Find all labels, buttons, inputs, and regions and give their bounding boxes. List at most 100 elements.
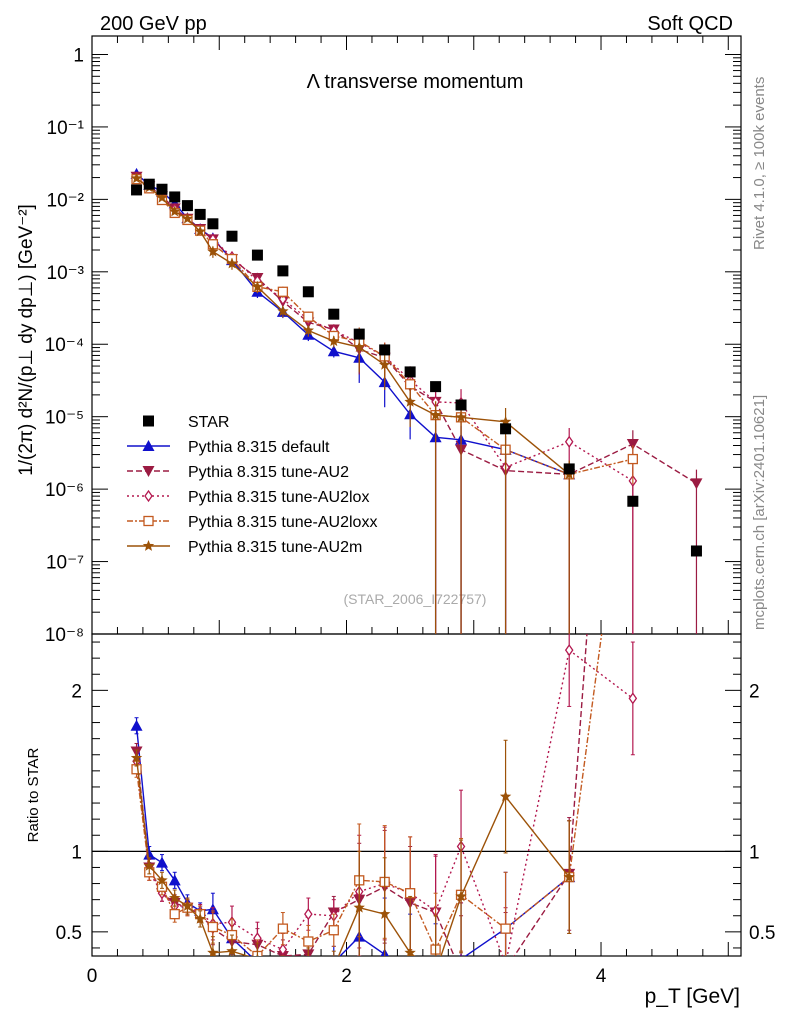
star-data-point [156,183,168,195]
ratio-point-3 [328,925,339,936]
ratio-point-3 [303,936,314,947]
ratio-point-0 [430,974,442,985]
data-point-pythia-8.315-tune-au2 [690,478,703,490]
data-point-pythia-8.315-tune-au2m [429,409,442,420]
ratio-point-4 [277,966,288,977]
ratio-point-3 [169,908,180,920]
y-tick-label-main: 10⁻¹ [47,118,85,139]
star-data-point [455,399,467,411]
data-point-pythia-8.315-tune-au2m [156,191,168,203]
ratio-point-1 [455,967,467,978]
x-tick-label: 4 [596,966,607,987]
ratio-point-4 [207,946,219,956]
data-point-pythia-8.315-tune-au2loxx [277,286,289,297]
star-data-point [627,495,639,507]
ratio-line-3 [135,634,603,956]
legend-marker [142,440,155,451]
ratio-point-2 [628,692,638,705]
y-axis-label-main: 1/(2π) d²N/(p⊥ dy dp⊥) [GeV⁻²] [16,204,37,476]
data-point-pythia-8.315-tune-au2 [626,438,639,450]
star-data-point [563,463,575,475]
star-data-point [328,308,340,320]
ratio-point-0 [328,956,340,967]
ratio-point-3 [277,923,289,934]
y-tick-label-main: 10⁻⁸ [45,625,84,646]
ratio-point-0 [130,719,143,731]
y-tick-label-ratio-right: 1 [749,842,760,863]
star-data-point [277,265,289,277]
data-point-pythia-8.315-tune-au2m [277,305,289,317]
star-data-point [302,286,314,298]
y-tick-label-main: 10⁻⁵ [45,408,84,429]
legend-marker [143,415,154,427]
legend-marker [143,515,154,527]
ratio-point-4 [303,958,314,969]
ratio-plot-area [130,634,638,985]
ratio-point-4 [455,890,467,902]
y-tick-label-ratio: 1 [71,842,82,863]
data-point-pythia-8.315-tune-au2m [499,415,512,427]
data-point-pythia-8.315-tune-au2m [251,280,264,292]
legend-marker [144,489,153,503]
analysis-tag: (STAR_2006_I722757) [344,591,487,607]
series-line-2 [136,177,634,482]
main-plot-area [130,167,703,634]
y-axis-label-ratio: Ratio to STAR [25,747,42,842]
x-axis-label: p_T [GeV] [645,985,740,1008]
legend-label: Pythia 8.315 tune-AU2loxx [188,514,377,531]
data-point-pythia-8.315-tune-au2m [353,341,365,353]
ratio-point-4 [226,945,238,956]
data-point-pythia-8.315-tune-au2m [404,395,416,407]
ratio-point-0 [143,848,156,860]
legend-marker [142,466,155,477]
ratio-point-4 [379,908,391,919]
data-point-pythia-8.315-tune-au2m [130,172,143,184]
data-point-pythia-8.315-tune-au2lox [564,435,574,448]
header-left: 200 GeV pp [100,13,207,35]
y-tick-label-main: 10⁻⁴ [45,335,84,356]
ratio-point-1 [500,964,512,975]
star-data-point [143,178,155,190]
series-line-1 [136,176,697,484]
data-point-pythia-8.315-tune-au2m [302,324,314,336]
legend-label: STAR [188,414,229,431]
ratio-point-4 [328,961,339,972]
data-point-pythia-8.315-tune-au2m [169,205,181,217]
ratio-point-3 [207,921,219,933]
legend-marker [142,540,155,551]
header-right: Soft QCD [647,13,733,35]
x-tick-label: 0 [87,966,98,987]
y-tick-label-main: 10⁻⁶ [45,480,84,501]
star-data-point [226,230,238,242]
ratio-point-2 [304,908,313,921]
data-point-pythia-8.315-tune-au2loxx [404,379,416,390]
ratio-line-4 [135,757,570,956]
star-data-point [404,366,416,378]
y-tick-label-ratio: 2 [71,681,82,702]
y-tick-label-main: 10⁻³ [47,263,85,284]
ratio-point-0 [251,956,263,967]
data-point-pythia-8.315-tune-au2m [194,225,206,237]
ratio-point-4 [143,859,155,871]
ratio-point-4 [130,752,143,763]
ratio-point-0 [168,874,181,886]
star-data-point [169,191,181,203]
y-tick-label-main: 10⁻⁷ [46,553,84,574]
star-data-point [500,423,512,435]
data-point-pythia-8.315-tune-au2loxx [303,311,314,322]
ratio-point-4 [353,901,365,913]
plot-layer: 10⁻⁸ 10⁻⁷ 10⁻⁶ 10⁻⁵ 10⁻⁴ 10⁻³ 10⁻² 10⁻¹ 1 0.5 0.5 1… [45,36,775,987]
data-point-pythia-8.315-tune-au2m [328,335,340,347]
y-tick-label-main: 1 [73,45,84,66]
data-point-pythia-8.315-tune-au2m [379,358,391,370]
ratio-panel-frame [91,633,742,957]
ratio-point-4 [156,874,168,886]
star-data-point [690,545,702,557]
data-point-pythia-8.315-tune-au2m [181,212,194,224]
legend-label: Pythia 8.315 tune-AU2m [188,539,362,556]
ratio-point-4 [194,913,206,924]
legend-label: Pythia 8.315 tune-AU2lox [188,489,369,506]
star-data-point [353,328,365,340]
data-point-pythia-8.315-tune-au2m [207,245,219,257]
ratio-point-0 [404,964,416,975]
